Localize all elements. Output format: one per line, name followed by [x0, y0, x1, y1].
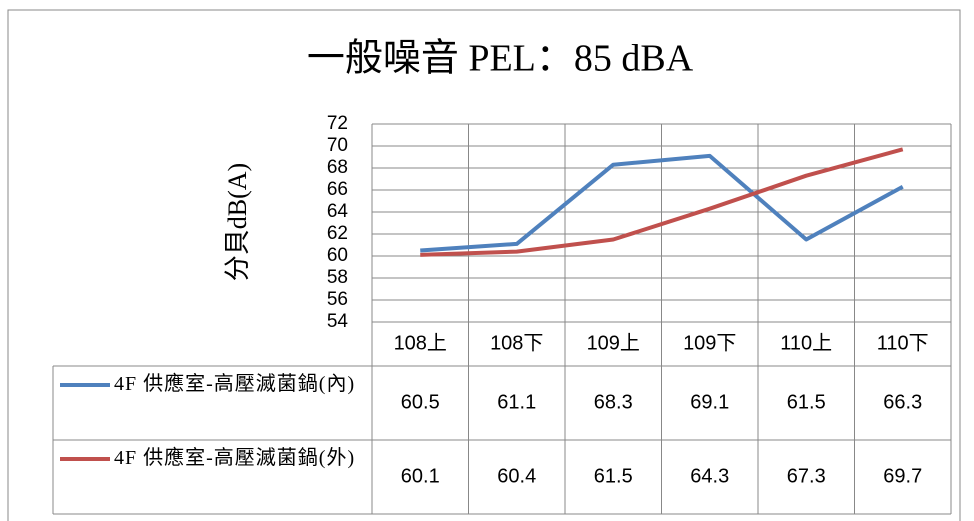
x-tick-label: 109下 — [683, 332, 736, 354]
y-axis-label: 分貝dB(A) — [223, 163, 252, 281]
legend-entry: 4F 供應室-高壓滅菌鍋(內) — [114, 373, 356, 395]
legend-label: 4F 供應室-高壓滅菌鍋(內) — [114, 373, 356, 395]
table-value: 69.1 — [690, 391, 729, 413]
y-tick-label: 60 — [327, 245, 348, 266]
chart-border — [7, 9, 961, 521]
table-value: 64.3 — [690, 465, 729, 487]
series-line — [420, 153, 904, 253]
legend-label: 4F 供應室-高壓滅菌鍋(外) — [114, 447, 356, 469]
table-value: 61.5 — [594, 465, 633, 487]
x-tick-label: 110下 — [877, 332, 929, 354]
series-line — [420, 147, 904, 257]
legend-entry: 4F 供應室-高壓滅菌鍋(外) — [114, 447, 356, 469]
table-value: 61.5 — [787, 391, 826, 413]
y-tick-label: 58 — [327, 267, 348, 288]
table-value: 68.3 — [594, 391, 633, 413]
y-tick-label: 54 — [327, 311, 349, 332]
x-tick-label: 109上 — [587, 331, 640, 354]
y-tick-label: 70 — [327, 135, 348, 156]
table-value: 60.1 — [401, 465, 440, 487]
y-tick-label: 64 — [327, 201, 349, 222]
x-tick-label: 108下 — [490, 332, 543, 354]
table-value: 66.3 — [883, 391, 922, 413]
y-tick-label: 62 — [327, 223, 348, 244]
chart-title: 一般噪音 PEL：85 dBA — [307, 38, 694, 80]
table-value: 60.4 — [497, 465, 536, 487]
table-value: 60.5 — [401, 391, 440, 413]
table-value: 69.7 — [883, 465, 922, 487]
y-tick-label: 56 — [327, 289, 348, 310]
table-value: 61.1 — [497, 391, 536, 413]
y-tick-label: 68 — [327, 157, 348, 178]
y-tick-label: 72 — [327, 113, 348, 134]
x-tick-label: 108上 — [394, 331, 447, 354]
y-tick-label: 66 — [327, 179, 348, 200]
x-tick-label: 110上 — [780, 331, 832, 354]
table-value: 67.3 — [787, 465, 826, 487]
